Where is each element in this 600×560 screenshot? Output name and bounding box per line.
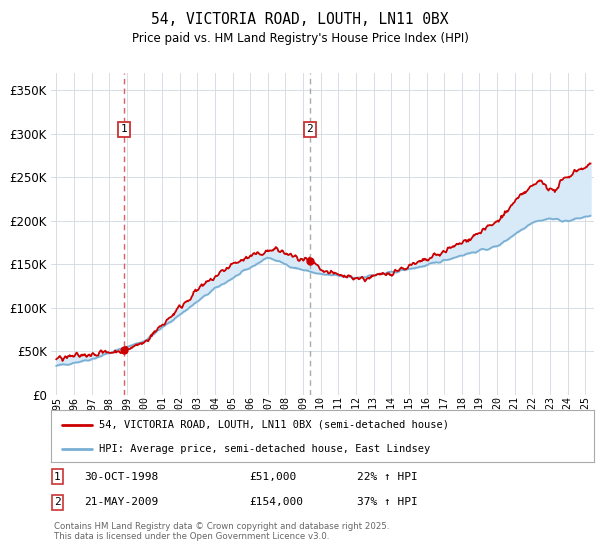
Text: 22% ↑ HPI: 22% ↑ HPI	[357, 472, 418, 482]
Text: 21-MAY-2009: 21-MAY-2009	[84, 497, 158, 507]
Text: HPI: Average price, semi-detached house, East Lindsey: HPI: Average price, semi-detached house,…	[99, 444, 430, 454]
Text: 2: 2	[307, 124, 313, 134]
Text: 37% ↑ HPI: 37% ↑ HPI	[357, 497, 418, 507]
Text: £154,000: £154,000	[249, 497, 303, 507]
Text: 54, VICTORIA ROAD, LOUTH, LN11 0BX: 54, VICTORIA ROAD, LOUTH, LN11 0BX	[151, 12, 449, 27]
Text: 54, VICTORIA ROAD, LOUTH, LN11 0BX (semi-detached house): 54, VICTORIA ROAD, LOUTH, LN11 0BX (semi…	[99, 420, 449, 430]
Text: Price paid vs. HM Land Registry's House Price Index (HPI): Price paid vs. HM Land Registry's House …	[131, 32, 469, 45]
Text: Contains HM Land Registry data © Crown copyright and database right 2025.
This d: Contains HM Land Registry data © Crown c…	[54, 522, 389, 542]
Text: £51,000: £51,000	[249, 472, 296, 482]
Text: 30-OCT-1998: 30-OCT-1998	[84, 472, 158, 482]
Text: 2: 2	[54, 497, 61, 507]
Text: 1: 1	[54, 472, 61, 482]
Text: 1: 1	[121, 124, 127, 134]
